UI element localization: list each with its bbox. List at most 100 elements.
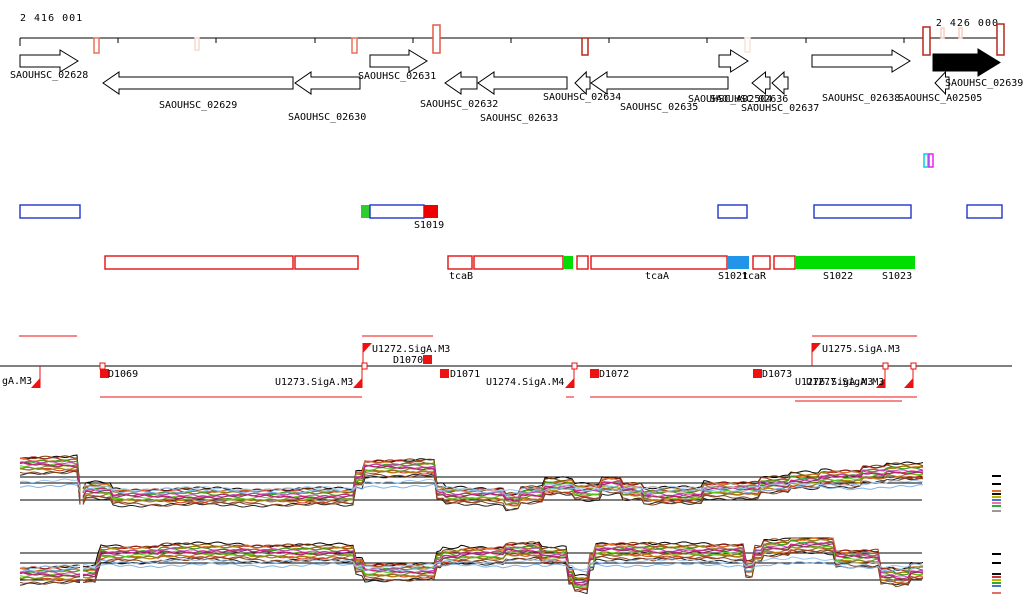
pair-mark[interactable] — [923, 153, 929, 168]
gene-label: SAOUHSC_02638 — [822, 93, 900, 104]
gene-label: SAOUHSC_02634 — [543, 92, 621, 103]
probe-box-blue[interactable] — [361, 205, 370, 218]
expression-trace — [82, 483, 924, 496]
d-marker-square[interactable] — [753, 369, 762, 378]
gene-arrow-forward[interactable] — [932, 48, 1001, 77]
ruler-variant-mark[interactable] — [581, 37, 589, 56]
gene-arrow-reverse[interactable] — [102, 71, 294, 95]
probe-box-red-label: tcaA — [645, 271, 669, 282]
scale-end-mark — [992, 483, 1001, 485]
probe-box-red[interactable] — [773, 255, 796, 270]
d-marker-square[interactable] — [100, 369, 109, 378]
probe-box-red[interactable] — [473, 255, 564, 270]
transcript-open-square[interactable] — [361, 362, 368, 370]
ruler-variant-mark[interactable] — [958, 27, 963, 39]
transcript-end-label: U1277.SigA.M3 — [806, 377, 884, 388]
transcript-start-label: U1272.SigA.M3 — [372, 344, 450, 355]
gene-arrow-forward[interactable] — [369, 49, 428, 73]
gene-arrow-reverse[interactable] — [934, 70, 950, 96]
scale-end-mark — [992, 562, 1001, 564]
probe-box-red[interactable] — [294, 255, 359, 270]
scale-end-mark — [992, 592, 1001, 594]
gene-arrow-reverse[interactable] — [444, 71, 478, 95]
transcript-end-flag[interactable] — [876, 378, 885, 388]
scale-end-mark — [992, 493, 1001, 495]
scale-end-mark — [992, 490, 1001, 492]
transcript-open-square[interactable] — [99, 362, 106, 370]
d-marker-square[interactable] — [590, 369, 599, 378]
expression-trace — [82, 541, 924, 584]
ruler-variant-mark[interactable] — [93, 37, 100, 54]
ruler-variant-mark[interactable] — [744, 37, 751, 53]
ruler-start-coordinate: 2 416 001 — [20, 13, 83, 24]
ruler-variant-mark[interactable] — [432, 24, 441, 54]
gene-arrow-forward[interactable] — [718, 49, 749, 73]
probe-box-blue[interactable] — [813, 204, 912, 219]
probe-box-red[interactable] — [563, 256, 573, 269]
expression-trace — [82, 542, 924, 586]
transcript-end-flag[interactable] — [31, 378, 40, 388]
expression-trace — [82, 561, 924, 573]
probe-box-red[interactable] — [447, 255, 473, 270]
expression-trace — [82, 478, 924, 492]
transcript-start-label: U1275.SigA.M3 — [822, 344, 900, 355]
probe-box-blue[interactable] — [424, 205, 438, 218]
expression-trace — [19, 466, 81, 500]
transcript-end-label: gA.M3 — [2, 376, 32, 387]
gene-arrow-reverse[interactable] — [574, 70, 591, 96]
scale-end-mark — [992, 510, 1001, 512]
d-marker-label: D1072 — [599, 369, 629, 380]
gene-arrow-forward[interactable] — [19, 49, 79, 73]
probe-box-red[interactable] — [104, 255, 294, 270]
probe-box-blue[interactable] — [966, 204, 1003, 219]
transcript-end-flag[interactable] — [565, 378, 574, 388]
gene-label: SAOUHSC_02630 — [288, 112, 366, 123]
expression-trace — [82, 473, 924, 511]
expression-trace — [19, 461, 81, 496]
probe-box-blue[interactable] — [19, 204, 81, 219]
expression-trace — [82, 545, 924, 588]
transcript-end-flag[interactable] — [904, 378, 913, 388]
transcript-open-square[interactable] — [910, 362, 917, 370]
probe-box-red[interactable] — [795, 256, 915, 269]
probe-box-blue[interactable] — [717, 204, 748, 219]
probe-box-blue[interactable] — [369, 204, 425, 219]
transcript-end-flag[interactable] — [353, 378, 362, 388]
transcript-end-label: U1274.SigA.M4 — [486, 377, 564, 388]
ruler-variant-mark[interactable] — [922, 26, 931, 56]
transcript-open-square[interactable] — [571, 362, 578, 370]
ruler-end-coordinate: 2 426 000 — [936, 18, 999, 29]
gene-label: SAOUHSC_02628 — [10, 70, 88, 81]
d-marker-label: D1073 — [762, 369, 792, 380]
probe-box-red[interactable] — [576, 255, 589, 270]
transcript-start-flag[interactable] — [812, 343, 821, 353]
gene-arrow-reverse[interactable] — [751, 70, 771, 96]
probe-box-red[interactable] — [590, 255, 728, 270]
d-marker-square[interactable] — [440, 369, 449, 378]
ruler-variant-mark[interactable] — [996, 23, 1005, 56]
transcript-open-square[interactable] — [882, 362, 889, 370]
probe-box-red[interactable] — [752, 255, 771, 270]
d-marker-square[interactable] — [423, 355, 432, 364]
scale-end-mark — [992, 582, 1001, 584]
scale-end-mark — [992, 576, 1001, 578]
gene-arrow-reverse[interactable] — [590, 71, 729, 95]
gene-arrow-reverse[interactable] — [477, 71, 568, 95]
d-marker-label: D1071 — [450, 369, 480, 380]
gene-arrow-reverse[interactable] — [294, 71, 361, 95]
expression-trace — [19, 460, 81, 497]
ruler-variant-mark[interactable] — [940, 27, 945, 39]
expression-trace — [19, 576, 81, 581]
ruler-variant-mark[interactable] — [194, 37, 200, 51]
probe-box-red[interactable] — [727, 256, 749, 269]
transcript-start-flag[interactable] — [363, 343, 372, 353]
scale-end-mark — [992, 579, 1001, 581]
gene-arrow-reverse[interactable] — [771, 70, 789, 96]
gene-arrow-forward[interactable] — [811, 49, 911, 73]
expression-trace — [19, 567, 81, 573]
ruler-variant-mark[interactable] — [351, 37, 358, 54]
probe-box-red-label: tcaR — [742, 271, 767, 282]
scale-end-mark — [992, 496, 1001, 498]
pair-mark[interactable] — [928, 153, 934, 168]
gene-label: SAOUHSC_02631 — [358, 71, 436, 82]
